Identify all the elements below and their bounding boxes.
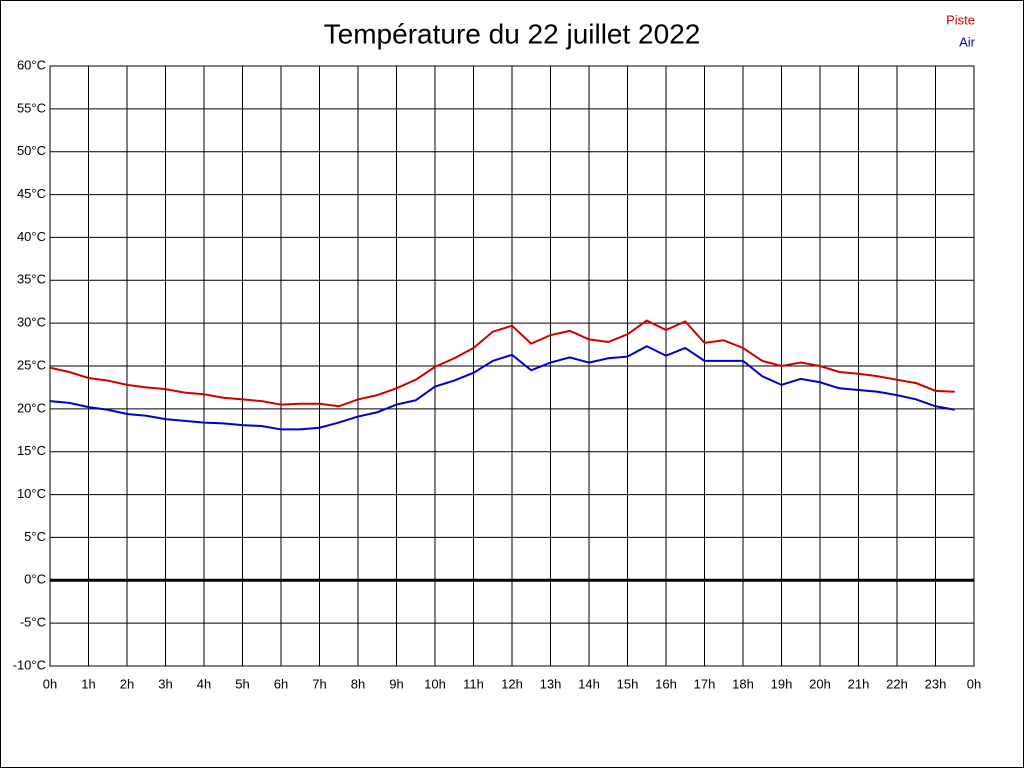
y-tick-label: 5°C [24,529,46,544]
x-tick-label: 15h [617,676,639,691]
y-tick-label: 15°C [17,443,46,458]
y-tick-label: 35°C [17,272,46,287]
y-tick-label: 25°C [17,357,46,372]
y-tick-label: 50°C [17,143,46,158]
x-tick-label: 17h [694,676,716,691]
x-tick-label: 12h [501,676,523,691]
x-tick-label: 19h [771,676,793,691]
legend-label: Piste [946,12,975,27]
x-tick-label: 0h [967,676,981,691]
series-line [49,319,955,408]
x-tick-label: 0h [43,676,57,691]
chart-title: Température du 22 juillet 2022 [324,18,701,49]
x-tick-label: 9h [389,676,403,691]
x-tick-label: 10h [424,676,446,691]
x-tick-label: 18h [732,676,754,691]
series-line [49,345,955,431]
y-tick-label: 40°C [17,229,46,244]
y-tick-label: 0°C [24,572,46,587]
y-tick-label: 60°C [17,57,46,72]
x-tick-label: 5h [235,676,249,691]
x-tick-label: 7h [312,676,326,691]
y-tick-label: 45°C [17,186,46,201]
y-tick-label: -5°C [20,615,46,630]
x-tick-label: 8h [351,676,365,691]
x-tick-label: 14h [578,676,600,691]
plot-border [49,65,975,667]
x-tick-label: 1h [81,676,95,691]
x-tick-label: 23h [925,676,947,691]
x-tick-label: 3h [158,676,172,691]
x-tick-label: 13h [540,676,562,691]
x-tick-label: 20h [809,676,831,691]
x-tick-label: 6h [274,676,288,691]
x-tick-label: 21h [848,676,870,691]
y-tick-label: -10°C [13,657,46,672]
y-tick-label: 30°C [17,315,46,330]
x-tick-label: 2h [120,676,134,691]
y-tick-label: 55°C [17,100,46,115]
x-tick-label: 4h [197,676,211,691]
x-tick-label: 22h [886,676,908,691]
x-tick-label: 11h [463,676,484,691]
legend-label: Air [959,34,976,49]
y-tick-label: 10°C [17,486,46,501]
x-tick-label: 16h [655,676,677,691]
y-tick-label: 20°C [17,400,46,415]
